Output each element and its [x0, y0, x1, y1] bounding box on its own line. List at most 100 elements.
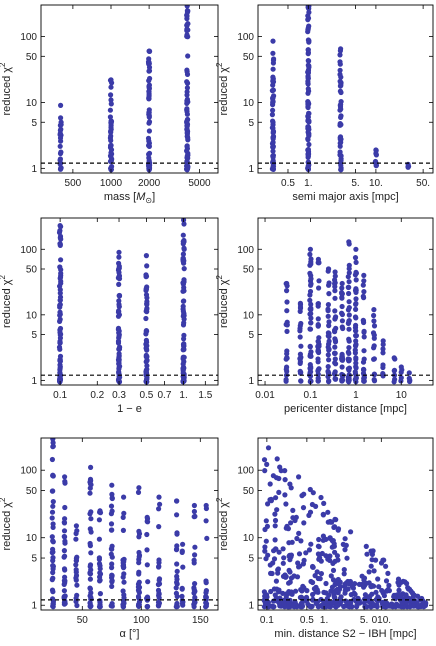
- data-point: [305, 49, 311, 56]
- data-point: [50, 503, 56, 509]
- data-point: [371, 568, 377, 574]
- data-point: [313, 600, 319, 607]
- x-tick-label: 50.: [416, 178, 430, 189]
- data-point: [96, 604, 103, 610]
- data-point: [346, 367, 352, 373]
- data-point: [116, 371, 122, 377]
- data-point: [310, 490, 316, 496]
- data-point: [323, 580, 329, 587]
- data-point: [339, 364, 345, 370]
- data-point: [50, 438, 56, 442]
- y-tick-label: 100: [20, 466, 37, 477]
- data-point: [57, 275, 63, 281]
- data-point: [301, 520, 307, 526]
- x-tick-label: 5000: [188, 178, 211, 189]
- points-mass: [57, 5, 191, 173]
- data-point: [108, 158, 114, 164]
- data-point: [346, 326, 352, 332]
- data-point: [56, 229, 63, 236]
- data-point: [156, 592, 162, 599]
- x-tick-label: 0.5: [139, 390, 153, 401]
- data-point: [315, 256, 321, 262]
- data-point: [315, 303, 321, 309]
- data-point: [87, 586, 93, 592]
- data-point: [307, 288, 314, 295]
- data-point: [179, 597, 185, 604]
- y-tick-label: 10: [26, 533, 38, 544]
- data-point: [58, 102, 64, 108]
- data-point: [287, 569, 293, 575]
- data-point: [174, 512, 180, 518]
- x-tick-label: 10.: [369, 178, 383, 189]
- x-tick-label: 500: [65, 178, 82, 189]
- data-point: [306, 58, 312, 64]
- data-point: [327, 535, 333, 541]
- data-point: [263, 592, 269, 598]
- data-point: [337, 160, 344, 166]
- data-point: [174, 531, 180, 537]
- data-point: [264, 461, 270, 467]
- y-axis-label: reduced χ2: [0, 62, 13, 116]
- data-point: [284, 351, 290, 357]
- data-point: [58, 126, 64, 132]
- data-point: [73, 523, 79, 529]
- y-tick-label: 50: [26, 265, 38, 276]
- data-point: [191, 502, 197, 509]
- data-point: [192, 581, 198, 587]
- data-point: [345, 356, 351, 362]
- data-point: [184, 89, 190, 95]
- y-axis-label: reduced χ2: [215, 497, 230, 551]
- data-point: [325, 509, 331, 515]
- data-point: [116, 332, 122, 338]
- data-point: [332, 295, 338, 301]
- y-tick-label: 10: [243, 310, 255, 321]
- data-point: [73, 562, 79, 568]
- data-point: [271, 556, 278, 562]
- data-point: [337, 71, 343, 78]
- data-point: [74, 554, 80, 560]
- data-point: [288, 575, 295, 581]
- data-point: [328, 573, 334, 579]
- data-point: [380, 350, 386, 356]
- data-point: [275, 566, 281, 572]
- data-point: [57, 156, 64, 162]
- data-point: [108, 137, 114, 144]
- data-point: [353, 306, 359, 312]
- data-point: [135, 603, 142, 609]
- data-point: [352, 350, 358, 356]
- data-point: [339, 280, 345, 287]
- data-point: [108, 101, 114, 107]
- data-point: [346, 279, 352, 285]
- data-point: [331, 543, 337, 549]
- data-point: [353, 289, 359, 295]
- data-point: [144, 357, 150, 363]
- data-point: [317, 576, 323, 582]
- data-point: [109, 572, 115, 579]
- data-point: [395, 576, 402, 582]
- data-point: [415, 602, 421, 608]
- data-point: [332, 269, 338, 275]
- data-point: [88, 529, 94, 535]
- data-point: [310, 597, 316, 603]
- data-point: [299, 604, 305, 610]
- data-point: [50, 596, 56, 602]
- data-point: [144, 531, 150, 538]
- data-point: [143, 315, 149, 322]
- y-tick-label: 1: [248, 164, 254, 175]
- data-point: [353, 322, 359, 328]
- data-point: [136, 588, 142, 594]
- data-point: [121, 579, 127, 585]
- data-point: [371, 343, 377, 349]
- data-point: [108, 84, 114, 90]
- data-point: [364, 551, 370, 557]
- data-point: [315, 356, 321, 362]
- data-point: [108, 77, 114, 83]
- data-point: [180, 308, 186, 314]
- data-point: [203, 590, 209, 596]
- data-point: [87, 562, 94, 568]
- data-point: [185, 137, 191, 143]
- data-point: [263, 518, 269, 524]
- data-point: [281, 555, 287, 561]
- data-point: [346, 350, 352, 356]
- data-point: [108, 147, 115, 153]
